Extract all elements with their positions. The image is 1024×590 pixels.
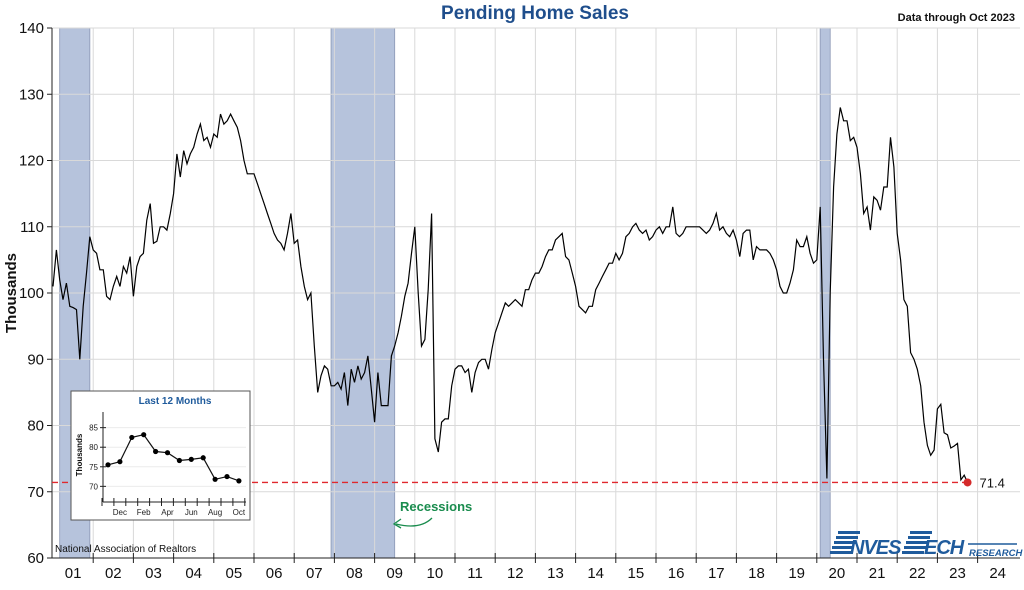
x-tick-label: 01: [65, 565, 82, 582]
inset-data-point: [164, 450, 171, 456]
svg-text:ECH: ECH: [924, 537, 965, 559]
inset-title: Last 12 Months: [139, 396, 212, 407]
recessions-arrowhead: [392, 518, 402, 529]
inset-x-tick-label: Feb: [137, 508, 151, 517]
x-tick-label: 13: [547, 565, 564, 582]
svg-text:NVES: NVES: [850, 537, 902, 559]
inset-x-tick-label: Oct: [233, 508, 246, 517]
inset-data-point: [176, 457, 182, 464]
inset-data-point: [236, 478, 242, 484]
x-tick-label: 23: [949, 565, 966, 582]
chart-subtitle: Data through Oct 2023: [898, 12, 1015, 24]
inset-data-point: [129, 434, 135, 441]
y-axis-label: Thousands: [3, 253, 20, 333]
x-tick-label: 12: [507, 565, 524, 582]
inset-data-point: [117, 459, 123, 465]
series-line: [52, 107, 969, 483]
inset-x-tick-label: Apr: [161, 508, 174, 517]
recessions-annotation: Recessions: [400, 499, 472, 514]
inset-y-label: Thousands: [75, 433, 84, 476]
inset-data-point: [212, 476, 218, 482]
x-tick-label: 18: [748, 565, 765, 582]
y-tick-label: 120: [19, 153, 44, 170]
y-axis: 60 70 80 90 100 110 120 130 140: [19, 20, 53, 567]
inset-data-point: [105, 462, 111, 468]
x-tick-label: 02: [105, 565, 122, 582]
x-tick-label: 17: [708, 565, 725, 582]
x-tick-label: 16: [668, 565, 685, 582]
x-tick-label: 24: [989, 565, 1006, 582]
y-tick-label: 70: [27, 484, 44, 501]
recessions-arrow: [395, 517, 433, 527]
chart-title: Pending Home Sales: [441, 3, 629, 24]
inset-x-tick-label: Dec: [113, 508, 127, 517]
inset-x-tick-label: Aug: [208, 508, 222, 517]
y-tick-label: 110: [20, 219, 44, 236]
x-tick-label: 05: [226, 565, 243, 582]
inset-y-tick-label: 85: [89, 424, 98, 433]
x-tick-label: 07: [306, 565, 323, 582]
x-tick-label: 14: [587, 565, 604, 582]
x-tick-label: 11: [467, 565, 483, 582]
inset-y-tick-label: 80: [89, 443, 98, 452]
y-tick-label: 100: [19, 285, 44, 302]
x-tick-label: 20: [829, 565, 846, 582]
inset-data-point: [188, 456, 194, 462]
y-tick-label: 90: [27, 351, 44, 368]
inset-data-point: [200, 455, 206, 461]
inset-data-point: [141, 432, 147, 438]
inset-chart: Last 12 Months Thousands 70 75 80 85 Dec Feb A…: [70, 390, 251, 521]
x-axis: 01 02 03 04 05 06 07 08 09 10 11 12 13 14 15 16 17 18 19 20…: [52, 553, 1020, 582]
x-tick-label: 15: [628, 565, 645, 582]
logo-subtext: RESEARCH: [969, 548, 1023, 559]
y-tick-label: 80: [27, 418, 44, 435]
x-tick-label: 04: [185, 565, 202, 582]
y-tick-label: 140: [19, 20, 44, 37]
inset-y-tick-label: 75: [89, 463, 98, 472]
x-tick-label: 06: [266, 565, 283, 582]
last-value-marker: [963, 478, 972, 487]
x-tick-label: 21: [869, 565, 886, 582]
x-tick-label: 19: [788, 565, 805, 582]
last-value-label: 71.4: [980, 475, 1005, 490]
inset-x-tick-label: Jun: [185, 508, 198, 517]
y-tick-label: 130: [19, 86, 44, 103]
y-tick-label: 60: [27, 550, 44, 567]
source-label: National Association of Realtors: [55, 544, 196, 555]
x-tick-label: 03: [145, 565, 162, 582]
inset-y-tick-label: 70: [89, 482, 98, 491]
x-tick-label: 10: [427, 565, 444, 582]
investech-logo: NVES ECH RESEARCH: [830, 531, 1023, 559]
x-tick-label: 22: [909, 565, 926, 582]
inset-data-point: [153, 448, 159, 455]
x-tick-label: 08: [346, 565, 363, 582]
x-tick-label: 09: [386, 565, 403, 582]
inset-data-point: [224, 473, 230, 480]
